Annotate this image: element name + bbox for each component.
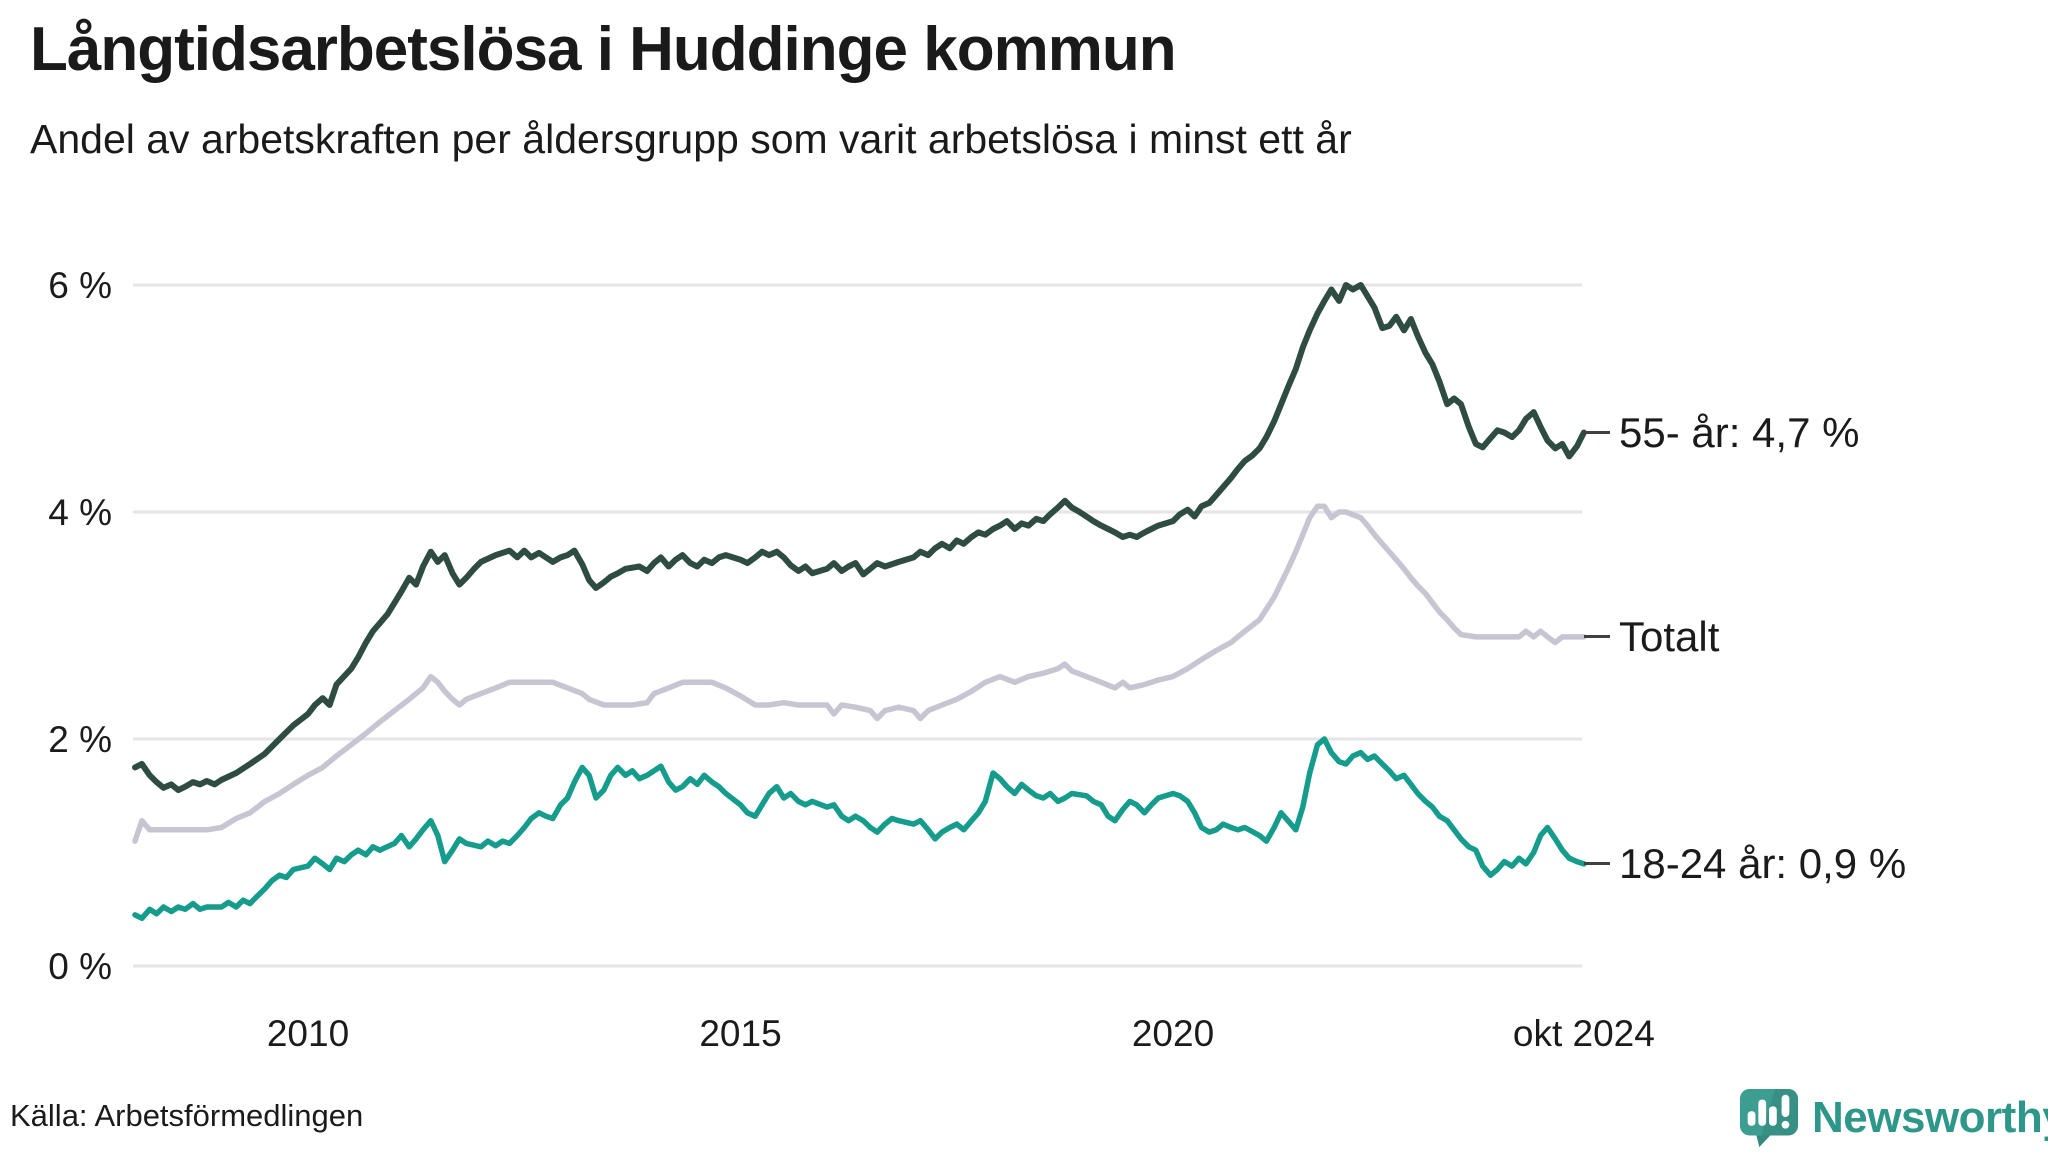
source-attribution: Källa: Arbetsförmedlingen bbox=[10, 1098, 364, 1133]
y-axis-tick-label: 4 % bbox=[48, 492, 112, 533]
series-line-55-r bbox=[132, 282, 1587, 794]
brand-wordmark: Newsworthy bbox=[1812, 1093, 2048, 1142]
logo-bar-icon bbox=[1769, 1106, 1777, 1126]
newsworthy-logo-icon bbox=[1739, 1088, 1799, 1148]
x-axis-tick-label: 2010 bbox=[267, 1013, 349, 1054]
y-axis-tick-label: 2 % bbox=[48, 719, 112, 760]
x-axis-tick-label: 2015 bbox=[699, 1013, 781, 1054]
logo-exclamation-icon bbox=[1781, 1094, 1790, 1118]
chart-subtitle: Andel av arbetskraften per åldersgrupp s… bbox=[30, 116, 1352, 162]
logo-bar-icon bbox=[1758, 1099, 1767, 1126]
newsworthy-brand[interactable]: Newsworthy bbox=[1738, 1086, 2048, 1150]
logo-exclamation-icon bbox=[1781, 1120, 1790, 1129]
y-axis-tick-label: 0 % bbox=[48, 946, 112, 987]
x-axis-tick-label: okt 2024 bbox=[1513, 1013, 1655, 1054]
y-axis-tick-label: 6 % bbox=[48, 265, 112, 306]
page-title: Långtidsarbetslösa i Huddinge kommun bbox=[30, 15, 1177, 84]
logo-bar-icon bbox=[1747, 1111, 1756, 1126]
x-axis-tick-label: 2020 bbox=[1132, 1013, 1214, 1054]
series-line-totalt bbox=[132, 503, 1587, 844]
series-line-18-24-r bbox=[132, 736, 1587, 922]
